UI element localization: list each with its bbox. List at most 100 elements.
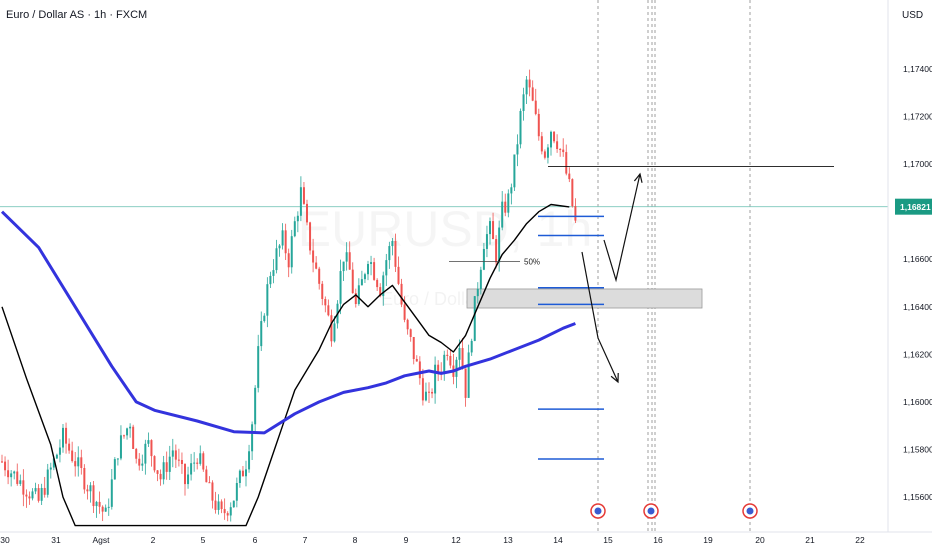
candle-body <box>144 443 147 464</box>
candle-body <box>534 100 537 114</box>
candle-body <box>498 227 501 263</box>
candle-body <box>299 187 302 216</box>
candle-body <box>19 480 22 484</box>
candlestick-series <box>1 69 577 522</box>
candle-body <box>522 94 525 111</box>
economic-event-icon[interactable] <box>643 503 659 519</box>
candle-body <box>363 274 366 280</box>
candle-body <box>129 426 132 429</box>
candle-body <box>123 435 125 437</box>
candle-body <box>501 201 504 228</box>
candle-body <box>540 136 543 152</box>
candle-body <box>156 470 159 474</box>
candle-body <box>190 463 193 475</box>
candle-body <box>101 506 104 512</box>
candle-body <box>415 359 418 362</box>
candle-body <box>370 262 373 264</box>
candle-body <box>80 457 83 469</box>
candle-body <box>485 234 488 249</box>
candle-body <box>147 440 150 444</box>
candle-body <box>553 131 556 142</box>
candle-body <box>217 501 220 510</box>
candle-body <box>135 448 138 459</box>
candle-body <box>92 485 95 507</box>
candle-body <box>351 269 354 294</box>
symbol-title[interactable]: Euro / Dollar AS · 1h · FXCM <box>6 9 148 21</box>
time-tick-label: 22 <box>855 535 865 545</box>
currency-label[interactable]: USD <box>902 10 924 21</box>
candle-body <box>62 427 64 448</box>
candle-body <box>574 206 577 221</box>
candle-body <box>46 469 49 495</box>
time-tick-label: 13 <box>503 535 513 545</box>
economic-event-icon[interactable] <box>590 503 606 519</box>
candle-body <box>205 469 208 483</box>
support-zone <box>466 288 703 309</box>
price-tick-label: 1,17000 <box>903 159 932 169</box>
economic-event-icon[interactable] <box>742 503 758 519</box>
candle-body <box>65 427 68 444</box>
candle-body <box>138 458 141 466</box>
candle-body <box>284 230 287 254</box>
candle-body <box>562 149 565 153</box>
candle-body <box>89 485 92 492</box>
candle-body <box>424 391 427 401</box>
candle-body <box>489 221 491 235</box>
candle-body <box>269 275 272 285</box>
time-tick-label: 12 <box>451 535 461 545</box>
candle-body <box>373 262 376 280</box>
candle-body <box>376 279 379 288</box>
candle-body <box>394 240 397 267</box>
candle-body <box>348 252 351 270</box>
candle-body <box>324 299 327 306</box>
candle-body <box>193 462 196 464</box>
candle-body <box>543 151 546 158</box>
candle-body <box>275 248 278 271</box>
candle-body <box>272 270 275 276</box>
candle-body <box>385 260 388 276</box>
time-tick-label: 19 <box>703 535 713 545</box>
candle-body <box>211 482 214 501</box>
candle-body <box>110 479 113 507</box>
time-tick-label: 6 <box>253 535 258 545</box>
candle-body <box>226 513 229 516</box>
fast-moving-average <box>1 203 570 527</box>
candle-body <box>49 467 52 470</box>
time-tick-label: 21 <box>805 535 815 545</box>
time-tick-label: 7 <box>303 535 308 545</box>
fib-50-label: 50% <box>524 258 540 267</box>
time-tick-label: 9 <box>404 535 409 545</box>
candle-body <box>482 248 485 270</box>
candle-body <box>196 462 199 464</box>
candle-body <box>315 262 318 269</box>
candle-body <box>10 473 13 478</box>
candle-body <box>306 203 308 223</box>
candle-body <box>232 500 235 508</box>
candle-body <box>458 348 461 360</box>
current-price-tag <box>895 198 932 215</box>
candle-body <box>421 378 424 401</box>
candle-body <box>98 501 101 507</box>
candle-body <box>104 507 107 512</box>
candle-body <box>83 468 86 490</box>
candle-body <box>354 293 357 305</box>
time-tick-label: Agst <box>92 535 110 545</box>
candle-body <box>223 509 226 514</box>
candle-body <box>214 500 217 510</box>
candle-body <box>382 275 385 297</box>
candle-body <box>251 424 254 452</box>
candle-body <box>58 447 61 455</box>
time-tick-label: 2 <box>151 535 156 545</box>
candle-body <box>428 391 430 393</box>
candle-body <box>180 460 183 464</box>
candle-body <box>141 463 144 466</box>
candle-body <box>449 355 452 366</box>
candle-body <box>293 221 296 237</box>
candle-body <box>171 450 174 457</box>
grid-layer <box>0 0 888 532</box>
price-tick-label: 1,17200 <box>903 112 932 122</box>
candle-body <box>507 193 510 213</box>
candle-body <box>309 222 312 251</box>
candle-body <box>290 236 293 268</box>
